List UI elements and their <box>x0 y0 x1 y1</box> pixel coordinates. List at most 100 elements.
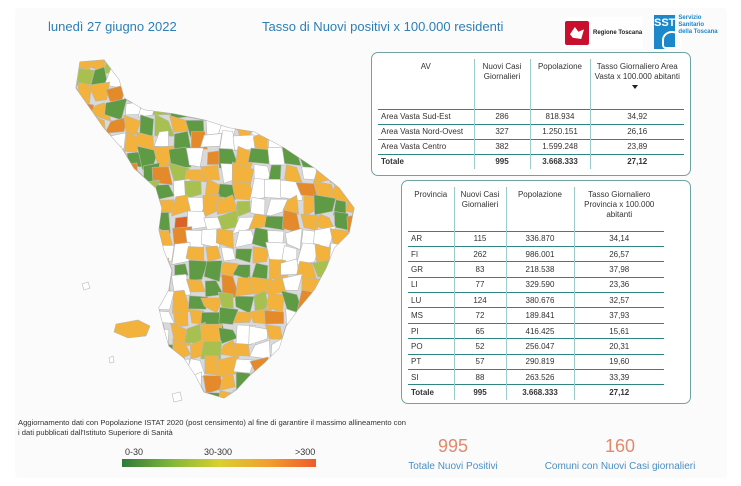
municipality-cell <box>87 81 111 102</box>
municipality-cell <box>218 372 236 391</box>
legend-labels: 0-30 30-300 >300 <box>122 447 318 458</box>
municipality-cell <box>343 246 354 266</box>
municipality-cell <box>268 60 288 72</box>
municipality-cell <box>76 162 92 183</box>
tuscany-municipality-map <box>75 59 374 410</box>
col-rate[interactable]: Tasso Giornaliero Provincia x 100.000 ab… <box>573 187 664 231</box>
municipality-cell <box>312 131 336 152</box>
table-row[interactable]: Area Vasta Nord-Ovest 327 1.250.151 26,16 <box>378 123 684 139</box>
municipality-cell <box>345 180 354 200</box>
cell-new-cases: 52 <box>453 338 506 355</box>
municipality-cell <box>76 132 81 153</box>
table-row[interactable]: GR 83 218.538 37,98 <box>408 261 664 278</box>
municipality-cell <box>189 402 208 410</box>
table-row[interactable]: LI 77 329.590 23,36 <box>408 276 664 293</box>
table-row[interactable]: AR 115 336.870 34,14 <box>408 230 664 247</box>
col-av[interactable]: AV <box>420 62 431 71</box>
cell-rate: 23,36 <box>573 276 664 293</box>
municipality-cell <box>251 114 272 138</box>
cell-new-cases: 88 <box>453 369 506 385</box>
municipality-cell <box>328 404 349 410</box>
municipality-cell <box>344 67 354 85</box>
municipality-cell <box>316 325 333 345</box>
municipality-cell <box>267 120 285 139</box>
municipality-cell <box>349 291 354 314</box>
table-row[interactable]: FI 262 986.001 26,57 <box>408 245 664 262</box>
municipality-cell <box>327 116 353 138</box>
table-row[interactable]: LU 124 380.676 32,57 <box>408 292 664 308</box>
municipality-cell <box>202 98 224 121</box>
municipality-cell <box>77 213 95 230</box>
municipality-cell <box>125 101 142 116</box>
municipality-cell <box>104 116 129 134</box>
province-table: Provincia Nuovi Casi Giornalieri Popolaz… <box>408 187 664 401</box>
municipality-cell <box>89 193 108 216</box>
col-population[interactable]: Popolazione <box>529 59 590 109</box>
municipality-cell <box>76 179 97 198</box>
municipality-cell <box>121 278 145 296</box>
municipality-cell <box>76 322 94 347</box>
col-new-cases[interactable]: Nuovi Casi Giornalieri <box>473 59 530 109</box>
municipality-cell <box>283 323 305 346</box>
municipality-cell <box>296 135 321 155</box>
table-row[interactable]: Area Vasta Sud-Est 286 818.934 34,92 <box>378 108 684 124</box>
municipality-cell <box>284 101 304 118</box>
cell-population: 818.934 <box>529 108 590 124</box>
municipality-cell <box>315 292 337 310</box>
municipality-cell <box>184 385 202 398</box>
municipality-cell <box>282 194 300 215</box>
municipality-cell <box>349 404 361 410</box>
col-new-cases[interactable]: Nuovi Casi Giornalieri <box>453 187 506 231</box>
municipality-cell <box>220 339 240 358</box>
municipality-cell <box>103 370 124 393</box>
municipality-cell <box>103 180 129 200</box>
table-row[interactable]: PO 52 256.047 20,31 <box>408 338 664 355</box>
municipality-cell <box>170 60 192 75</box>
municipality-cell <box>345 101 354 119</box>
municipality-cell <box>220 102 235 122</box>
municipality-cell <box>233 65 251 89</box>
municipality-cell <box>282 357 303 377</box>
municipality-cell <box>235 371 256 394</box>
municipality-cell <box>120 341 143 361</box>
municipality-cell <box>76 309 77 326</box>
municipality-cell <box>363 405 374 410</box>
municipality-cell <box>281 373 303 392</box>
municipality-cell <box>328 148 351 164</box>
municipality-cell <box>200 228 220 249</box>
table-row[interactable]: PT 57 290.819 19,60 <box>408 353 664 370</box>
municipality-cell <box>232 390 251 398</box>
col-population[interactable]: Popolazione <box>505 187 574 231</box>
municipality-cell <box>329 97 351 119</box>
cell-population: 290.819 <box>505 353 574 370</box>
municipality-cell <box>105 403 124 410</box>
cell-name: AR <box>408 230 454 247</box>
municipality-cell <box>250 403 265 410</box>
cell-name: PI <box>408 322 454 339</box>
municipality-cell <box>121 292 141 310</box>
municipality-cell <box>185 97 208 115</box>
municipality-cell <box>362 195 374 215</box>
municipality-cell <box>202 69 222 87</box>
table-row[interactable]: MS 72 189.841 37,93 <box>408 307 664 324</box>
col-provincia[interactable]: Provincia <box>414 190 448 199</box>
table-row[interactable]: SI 88 263.526 33,39 <box>408 369 664 385</box>
cell-population: 336.870 <box>505 230 574 247</box>
municipality-cell <box>264 69 286 90</box>
municipality-cell <box>298 60 320 72</box>
table-row[interactable]: Area Vasta Centro 382 1.599.248 23,89 <box>378 138 684 154</box>
table-row[interactable]: PI 65 416.425 15,61 <box>408 322 664 339</box>
municipality-cell <box>364 227 374 250</box>
municipality-cell <box>169 369 191 389</box>
municipality-cell <box>153 60 174 75</box>
municipality-cell <box>76 390 94 398</box>
table-total-row[interactable]: Totale 995 3.668.333 27,12 <box>378 153 684 169</box>
municipality-cell <box>215 228 234 249</box>
municipality-cell <box>200 164 220 181</box>
table-total-row[interactable]: Totale 995 3.668.333 27,12 <box>408 384 664 401</box>
municipality-cell <box>314 82 332 100</box>
municipality-cell <box>345 358 354 376</box>
col-rate[interactable]: Tasso Giornaliero Area Vasta x 100.000 a… <box>589 59 684 109</box>
cell-new-cases: 995 <box>453 384 506 401</box>
municipality-cell <box>76 243 80 265</box>
